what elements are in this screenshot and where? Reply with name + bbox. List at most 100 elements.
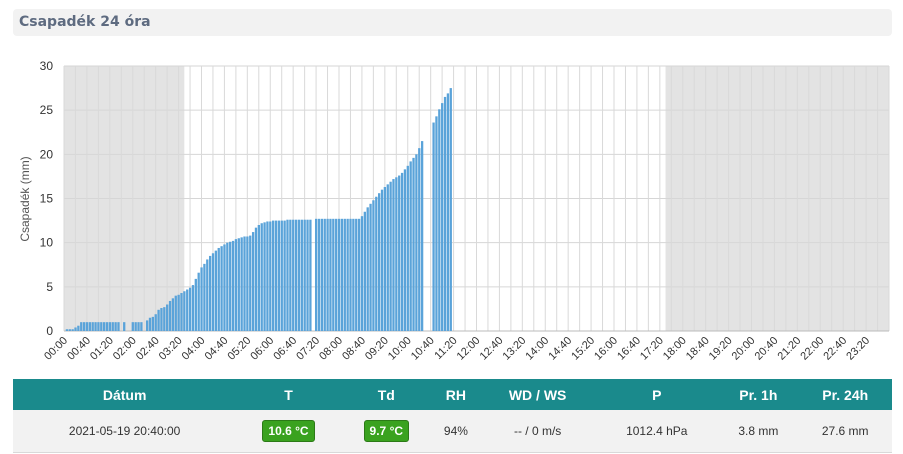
bar	[375, 196, 378, 331]
bar	[432, 122, 435, 332]
bar	[97, 322, 100, 331]
bar	[303, 219, 306, 331]
bar	[380, 189, 384, 331]
bar	[274, 220, 278, 331]
bar	[246, 236, 249, 331]
bar	[366, 207, 369, 331]
x-tick-label: 01:20	[88, 335, 116, 363]
bar	[317, 218, 321, 331]
bar	[148, 317, 152, 331]
bar	[360, 216, 364, 331]
bar	[418, 148, 421, 331]
x-tick-label: 06:40	[271, 335, 299, 363]
x-tick-label: 23:20	[844, 335, 872, 363]
chart-title-bar: Csapadék 24 óra	[13, 9, 892, 36]
x-tick-label: 20:00	[730, 335, 758, 363]
bar	[80, 322, 83, 331]
bar	[420, 141, 424, 331]
bar	[343, 218, 346, 331]
bar	[237, 238, 240, 331]
cell-pr-1h: 3.8 mm	[718, 410, 799, 453]
bar	[294, 219, 298, 331]
bar	[309, 219, 312, 331]
chart-bars	[65, 88, 452, 332]
cell-wd-ws: -- / 0 m/s	[479, 410, 596, 453]
bar	[157, 309, 160, 331]
x-tick-label: 17:20	[638, 335, 666, 363]
y-tick-label: 25	[40, 103, 54, 117]
bar	[226, 242, 229, 331]
bar	[180, 293, 183, 331]
bar	[260, 223, 263, 331]
header-rh: RH	[431, 379, 480, 410]
bar	[323, 218, 326, 331]
bar	[446, 93, 450, 331]
bar	[280, 220, 283, 331]
x-tick-label: 14:40	[546, 335, 574, 363]
cell-rh: 94%	[431, 410, 480, 453]
bar	[211, 253, 215, 331]
x-tick-label: 14:00	[523, 335, 551, 363]
x-tick-label: 04:40	[203, 335, 231, 363]
x-tick-label: 15:20	[569, 335, 597, 363]
bar	[251, 232, 255, 331]
bar	[220, 246, 223, 331]
bar	[272, 220, 275, 331]
bar	[177, 294, 180, 331]
bar	[103, 322, 106, 331]
precipitation-chart: 0 5 10 15 20 25 30 00:0000:4001:2002:0002:4003…	[18, 59, 890, 363]
bar	[254, 227, 258, 331]
table-header-row: Dátum T Td RH WD / WS P Pr. 1h Pr. 24h	[13, 379, 892, 410]
bar	[383, 187, 387, 331]
x-tick-label: 20:40	[753, 335, 781, 363]
bar	[283, 220, 286, 331]
bar	[85, 322, 89, 331]
x-tick-label: 21:20	[776, 335, 804, 363]
bar	[94, 322, 97, 331]
bar	[171, 298, 175, 331]
bar	[131, 322, 134, 331]
weather-table: Dátum T Td RH WD / WS P Pr. 1h Pr. 24h 2…	[13, 379, 892, 453]
bar	[443, 96, 447, 332]
x-tick-label: 02:40	[134, 335, 162, 363]
header-pr-24h: Pr. 24h	[798, 379, 892, 410]
cell-p: 1012.4 hPa	[595, 410, 719, 453]
bar	[349, 218, 352, 331]
bar	[68, 329, 71, 331]
bar	[277, 220, 281, 331]
bar	[363, 211, 366, 331]
bar	[355, 218, 358, 331]
y-tick-label: 15	[40, 192, 54, 206]
bar	[435, 116, 438, 331]
bar	[314, 218, 318, 331]
bar	[352, 218, 355, 331]
table-row: 2021-05-19 20:40:00 10.6 °C 9.7 °C 94% -…	[13, 410, 892, 453]
bar	[77, 325, 80, 331]
bar	[415, 154, 418, 331]
x-tick-label: 00:00	[42, 335, 70, 363]
x-tick-label: 22:40	[821, 335, 849, 363]
bar	[340, 218, 344, 331]
bar	[137, 322, 140, 331]
bar	[243, 236, 246, 331]
header-t: T	[236, 379, 341, 410]
bar	[369, 203, 372, 331]
bar	[412, 157, 415, 331]
bar	[400, 172, 404, 331]
x-tick-label: 00:40	[65, 335, 93, 363]
bar	[197, 272, 200, 331]
bar	[166, 304, 169, 331]
bar	[403, 169, 407, 331]
bar	[337, 218, 341, 331]
bar	[214, 250, 218, 331]
bar	[332, 218, 335, 331]
bar	[249, 235, 252, 331]
bar	[392, 179, 395, 331]
bar	[300, 219, 303, 331]
x-tick-label: 06:00	[248, 335, 276, 363]
bar	[188, 287, 192, 331]
x-tick-label: 19:20	[707, 335, 735, 363]
bar	[151, 316, 155, 331]
bar	[186, 289, 189, 331]
x-tick-label: 16:00	[592, 335, 620, 363]
